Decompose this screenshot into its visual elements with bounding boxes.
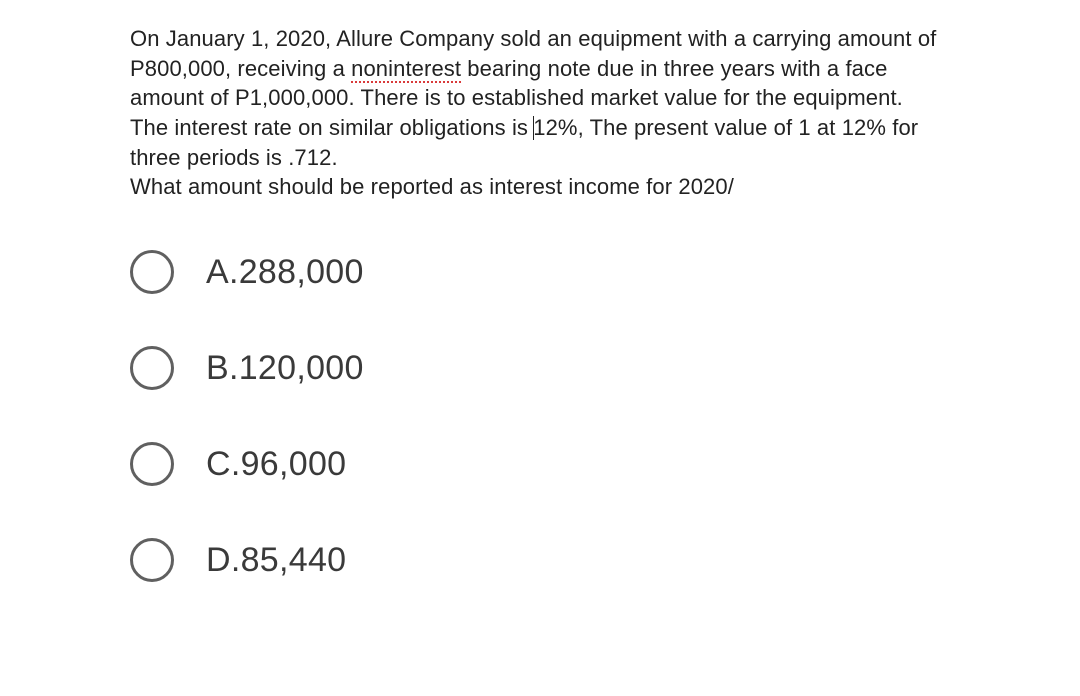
question-text: On January 1, 2020, Allure Company sold …	[130, 24, 990, 202]
option-label: A.288,000	[206, 253, 364, 292]
option-label: B.120,000	[206, 349, 364, 388]
question-line-2-pre: P800,000, receiving a	[130, 56, 351, 81]
radio-icon	[130, 538, 174, 582]
radio-icon	[130, 442, 174, 486]
option-d[interactable]: D.85,440	[130, 538, 990, 582]
question-line-2-post: bearing note due in three years with a f…	[461, 56, 887, 81]
question-line-6: What amount should be reported as intere…	[130, 174, 734, 199]
question-line-5: three periods is .712.	[130, 145, 338, 170]
option-c[interactable]: C.96,000	[130, 442, 990, 486]
radio-icon	[130, 250, 174, 294]
radio-icon	[130, 346, 174, 390]
option-label: D.85,440	[206, 541, 346, 580]
question-line-4-pre: The interest rate on similar obligations…	[130, 115, 534, 140]
option-a[interactable]: A.288,000	[130, 250, 990, 294]
options-list: A.288,000 B.120,000 C.96,000 D.85,440	[130, 250, 990, 582]
question-line-4-post: 12%, The present value of 1 at 12% for	[533, 115, 918, 140]
question-misspelled-word: noninterest	[351, 56, 461, 83]
question-line-3: amount of P1,000,000. There is to establ…	[130, 85, 903, 110]
option-b[interactable]: B.120,000	[130, 346, 990, 390]
option-label: C.96,000	[206, 445, 346, 484]
question-line-1: On January 1, 2020, Allure Company sold …	[130, 26, 936, 51]
